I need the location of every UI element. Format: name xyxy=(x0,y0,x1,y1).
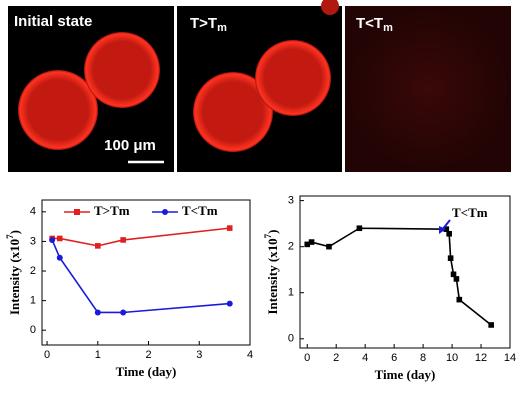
cell xyxy=(255,40,331,116)
x-tick-label: 2 xyxy=(333,352,339,364)
x-tick-label: 3 xyxy=(196,349,202,361)
x-axis-label: Time (day) xyxy=(375,367,436,382)
y-tick-label: 0 xyxy=(30,324,36,336)
y-tick-label: 1 xyxy=(288,287,294,299)
marker xyxy=(95,243,101,249)
x-tick-label: 10 xyxy=(446,352,458,364)
x-tick-label: 8 xyxy=(420,352,426,364)
cell xyxy=(84,32,160,108)
marker xyxy=(488,322,494,328)
y-axis-label: Intensity (x107) xyxy=(5,230,22,315)
cell xyxy=(321,0,339,15)
marker xyxy=(304,241,311,248)
marker xyxy=(120,309,127,316)
marker xyxy=(326,243,332,250)
annotation: T<Tm xyxy=(452,205,488,220)
y-axis-label: Intensity (x107) xyxy=(263,229,280,314)
x-tick-label: 6 xyxy=(391,352,397,364)
marker xyxy=(94,309,101,316)
image-panel xyxy=(345,6,511,172)
y-tick-label: 2 xyxy=(30,265,36,277)
y-tick-label: 3 xyxy=(288,195,294,207)
y-axis-label-part: ) xyxy=(7,230,22,234)
legend-label: T>Tm xyxy=(94,203,130,218)
plot-frame xyxy=(41,199,251,346)
x-axis-label: Time (day) xyxy=(116,364,177,379)
series-line xyxy=(306,227,492,326)
y-tick-label: 2 xyxy=(288,241,294,253)
legend-label: T<Tm xyxy=(182,203,218,218)
panel-label: Initial state xyxy=(14,13,92,30)
x-tick-label: 12 xyxy=(475,352,487,364)
y-tick-label: 0 xyxy=(288,333,294,345)
x-tick-label: 0 xyxy=(304,352,310,364)
x-tick-label: 2 xyxy=(145,349,151,361)
x-tick-label: 1 xyxy=(95,349,101,361)
marker xyxy=(308,239,315,245)
panel-label: T<Tm xyxy=(356,15,393,34)
annotation-arrowhead xyxy=(439,226,446,234)
x-tick-label: 4 xyxy=(362,352,368,364)
y-axis-label-part: Intensity (x10 xyxy=(7,239,22,315)
cell xyxy=(193,72,273,152)
cell xyxy=(18,70,98,150)
marker xyxy=(443,226,450,232)
y-axis-label-exponent: 7 xyxy=(263,233,273,238)
marker xyxy=(120,237,126,243)
y-axis-label-exponent: 7 xyxy=(5,234,15,239)
marker xyxy=(447,255,454,261)
series-line xyxy=(51,239,230,314)
marker xyxy=(226,300,233,307)
series-line xyxy=(52,227,230,247)
marker xyxy=(456,296,463,303)
y-tick-label: 1 xyxy=(30,295,36,307)
x-tick-label: 4 xyxy=(247,349,253,361)
marker xyxy=(450,271,457,278)
panel-label: T>Tm xyxy=(190,15,227,34)
marker xyxy=(56,235,63,242)
legend-marker xyxy=(162,209,168,215)
legend-marker xyxy=(74,209,80,215)
y-axis-label-part: Intensity (x10 xyxy=(265,238,280,314)
y-tick-label: 4 xyxy=(30,206,36,218)
marker xyxy=(226,225,233,231)
marker xyxy=(446,230,452,237)
y-tick-label: 3 xyxy=(30,235,36,247)
marker xyxy=(56,254,63,261)
x-tick-label: 14 xyxy=(504,352,516,364)
plot-frame xyxy=(299,195,511,349)
scale-bar-label: 100 μm xyxy=(104,137,156,154)
marker xyxy=(356,225,363,232)
x-tick-label: 0 xyxy=(44,349,50,361)
y-axis-label-part: ) xyxy=(265,229,280,233)
marker xyxy=(49,236,56,243)
marker xyxy=(453,276,460,282)
